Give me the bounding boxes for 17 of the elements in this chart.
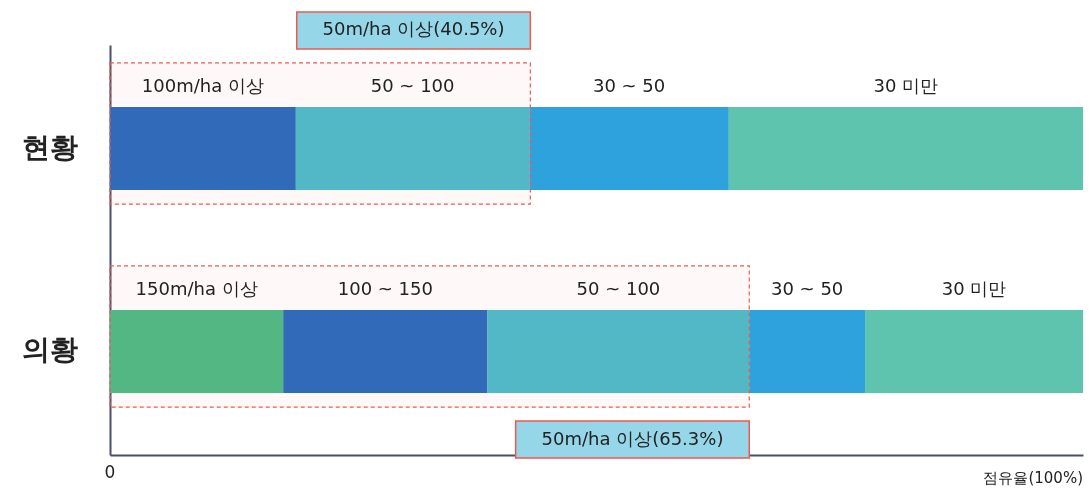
- annotation: 30 미만: [941, 277, 1007, 299]
- band-label: 50m/ha 이상(40.5%): [322, 18, 505, 40]
- bar: [865, 309, 1083, 394]
- band-label: 50m/ha 이상(65.3%): [541, 427, 724, 449]
- bar: [110, 309, 284, 394]
- annotation: 30 미만: [873, 74, 939, 96]
- annotation: 50 ~ 100: [576, 277, 661, 299]
- y-tick-label: 의황: [21, 333, 78, 367]
- annotation: 100 ~ 150: [337, 277, 433, 299]
- annotation: 30 ~ 50: [770, 277, 844, 299]
- annotation: 50 ~ 100: [370, 74, 455, 96]
- annotation: 100m/ha 이상: [141, 74, 264, 96]
- y-tick-label: 현황: [21, 130, 78, 164]
- annotation: 30 ~ 50: [592, 74, 666, 96]
- text: 0: [104, 462, 116, 482]
- annotation: 150m/ha 이상: [135, 277, 258, 299]
- x-axis-title: 점유율(100%): [983, 469, 1083, 487]
